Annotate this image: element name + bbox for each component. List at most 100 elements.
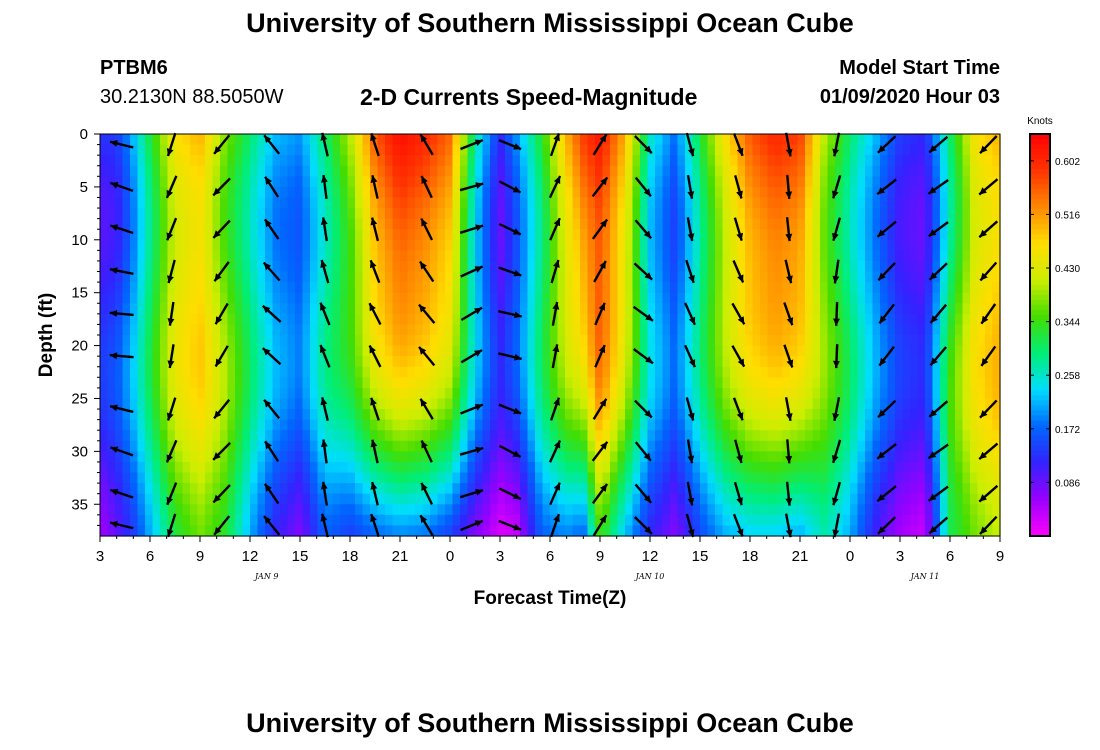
heatmap-cell <box>775 292 784 304</box>
current-arrow <box>685 259 695 284</box>
heatmap-cell <box>782 239 791 251</box>
heatmap-cell <box>542 398 551 410</box>
heatmap-cell <box>812 409 821 421</box>
heatmap-cell <box>235 440 244 452</box>
heatmap-cell <box>190 440 199 452</box>
heatmap-cell <box>745 409 754 421</box>
heatmap-cell <box>130 313 139 326</box>
heatmap-cell <box>812 282 821 294</box>
heatmap-cell <box>107 430 116 442</box>
heatmap-cell <box>790 356 799 368</box>
heatmap-cell <box>100 303 109 315</box>
heatmap-cell <box>325 155 334 167</box>
heatmap-cell <box>377 144 386 156</box>
heatmap-cell <box>707 461 716 474</box>
heatmap-cell <box>572 398 581 410</box>
heatmap-cell <box>662 398 671 410</box>
heatmap-cell <box>722 292 731 304</box>
heatmap-cell <box>895 356 904 368</box>
heatmap-cell <box>287 208 296 220</box>
current-arrow <box>632 305 654 322</box>
heatmap-cell <box>452 165 461 177</box>
x-tick-label: 18 <box>342 548 359 565</box>
current-arrow <box>212 442 231 461</box>
heatmap-cell <box>197 144 206 156</box>
heatmap-cell <box>647 176 656 188</box>
heatmap-cell <box>422 186 431 199</box>
heatmap-cell <box>850 134 859 146</box>
heatmap-cell <box>895 144 904 156</box>
heatmap-cell <box>940 271 949 283</box>
heatmap-cell <box>415 271 424 283</box>
heatmap-cell <box>587 324 596 336</box>
heatmap-cell <box>752 186 761 199</box>
heatmap-cell <box>662 144 671 156</box>
heatmap-cell <box>437 134 446 146</box>
heatmap-cell <box>512 472 521 484</box>
heatmap-cell <box>107 525 116 537</box>
heatmap-cell <box>917 186 926 199</box>
heatmap-cell <box>520 440 529 452</box>
heatmap-cell <box>392 239 401 251</box>
colorbar-band <box>1030 420 1050 427</box>
heatmap-cell <box>280 461 289 474</box>
heatmap-cell <box>647 483 656 495</box>
heatmap-cell <box>640 451 649 463</box>
heatmap-cell <box>445 239 454 251</box>
heatmap-cell <box>250 440 259 452</box>
heatmap-cell <box>827 504 836 516</box>
heatmap-cell <box>430 144 439 156</box>
heatmap-cell <box>302 483 311 495</box>
heatmap-cell <box>872 483 881 495</box>
heatmap-cell <box>827 345 836 357</box>
heatmap-cell <box>617 165 626 177</box>
heatmap-cell <box>212 324 221 336</box>
heatmap-cell <box>377 461 386 474</box>
heatmap-cell <box>295 144 304 156</box>
heatmap-cell <box>775 366 784 378</box>
heatmap-cell <box>985 134 994 146</box>
heatmap-cell <box>482 430 491 442</box>
heatmap-cell <box>610 313 619 326</box>
heatmap-cell <box>242 419 251 431</box>
heatmap-cell <box>535 303 544 315</box>
heatmap-cell <box>235 514 244 527</box>
heatmap-cell <box>955 409 964 421</box>
heatmap-cell <box>820 419 829 431</box>
heatmap-cell <box>145 451 154 463</box>
x-tick-label: 6 <box>946 548 954 565</box>
heatmap-cell <box>640 165 649 177</box>
heatmap-cell <box>122 409 131 421</box>
heatmap-cell <box>640 461 649 474</box>
heatmap-cell <box>565 440 574 452</box>
heatmap-cell <box>925 303 934 315</box>
heatmap-cell <box>670 451 679 463</box>
heatmap-cell <box>302 335 311 347</box>
heatmap-cell <box>355 324 364 336</box>
heatmap-cell <box>295 493 304 505</box>
heatmap-cell <box>422 313 431 326</box>
heatmap-cell <box>520 176 529 188</box>
heatmap-cell <box>377 335 386 347</box>
heatmap-cell <box>452 176 461 188</box>
heatmap-cell <box>415 461 424 474</box>
heatmap-cell <box>617 282 626 294</box>
heatmap-cell <box>880 176 889 188</box>
heatmap-cell <box>550 303 559 315</box>
heatmap-cell <box>167 165 176 177</box>
heatmap-cell <box>565 483 574 495</box>
heatmap-cell <box>490 313 499 326</box>
heatmap-cell <box>160 335 169 347</box>
heatmap-cell <box>820 345 829 357</box>
colorbar-band <box>1030 309 1050 316</box>
heatmap-cell <box>340 282 349 294</box>
heatmap-cell <box>797 514 806 527</box>
heatmap-cell <box>490 461 499 474</box>
heatmap-cell <box>962 525 971 537</box>
heatmap-cell <box>415 504 424 516</box>
heatmap-cell <box>857 134 866 146</box>
heatmap-cell <box>385 144 394 156</box>
heatmap-cell <box>100 366 109 378</box>
heatmap-cell <box>212 430 221 442</box>
current-arrow <box>459 446 484 456</box>
